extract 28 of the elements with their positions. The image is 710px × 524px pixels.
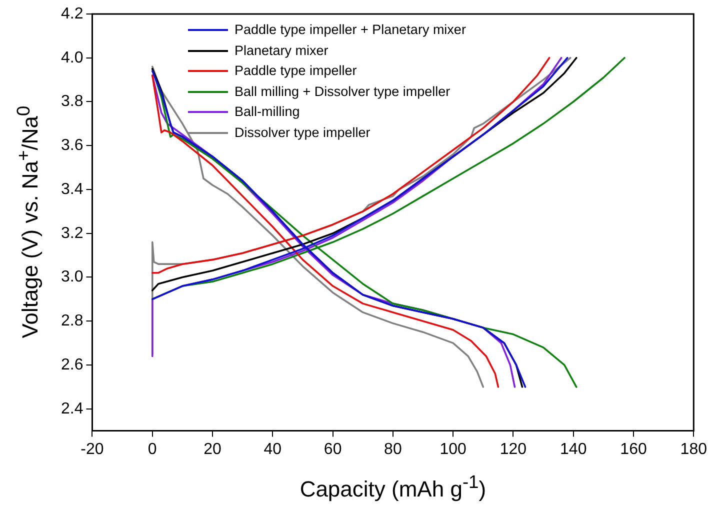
series-label: Paddle type impeller	[234, 62, 357, 80]
x-tick-label: 180	[680, 440, 708, 458]
x-tick-label: 40	[264, 440, 282, 458]
y-tick-label: 4.2	[60, 5, 84, 22]
x-axis-title: Capacity (mAh g$^{-1}$)	[300, 470, 486, 502]
y-tick-label: 3.8	[60, 93, 84, 110]
legend-label: Ball milling + Dissolver type impeller	[234, 82, 450, 101]
legend-label: Planetary mixer	[234, 42, 328, 60]
x-tick-label: 0	[148, 440, 157, 458]
y-tick-label: 3.2	[60, 224, 84, 242]
x-tick-label: 140	[560, 440, 587, 458]
y-tick-label: 3.0	[60, 268, 84, 286]
y-tick-label: 4.0	[60, 49, 84, 66]
y-tick-label: 2.8	[60, 312, 84, 330]
legend-label: Paddle type impeller + Planetary mixer	[234, 21, 466, 39]
x-tick-label: 160	[620, 440, 647, 458]
legend-label: Dissolver type impeller	[234, 124, 370, 142]
x-tick-label: 120	[500, 440, 527, 458]
y-tick-label: 3.6	[60, 137, 84, 154]
x-tick-label: 60	[324, 440, 342, 458]
x-tick-label: -20	[80, 440, 104, 458]
x-tick-label: 80	[384, 440, 402, 458]
y-tick-label: 2.4	[60, 400, 84, 418]
y-tick-label: 3.4	[60, 180, 84, 198]
x-tick-label: 100	[440, 440, 467, 458]
y-tick-label: 2.6	[60, 356, 84, 374]
legend-label: Ball-milling	[234, 103, 300, 121]
x-tick-label: 20	[204, 440, 222, 458]
